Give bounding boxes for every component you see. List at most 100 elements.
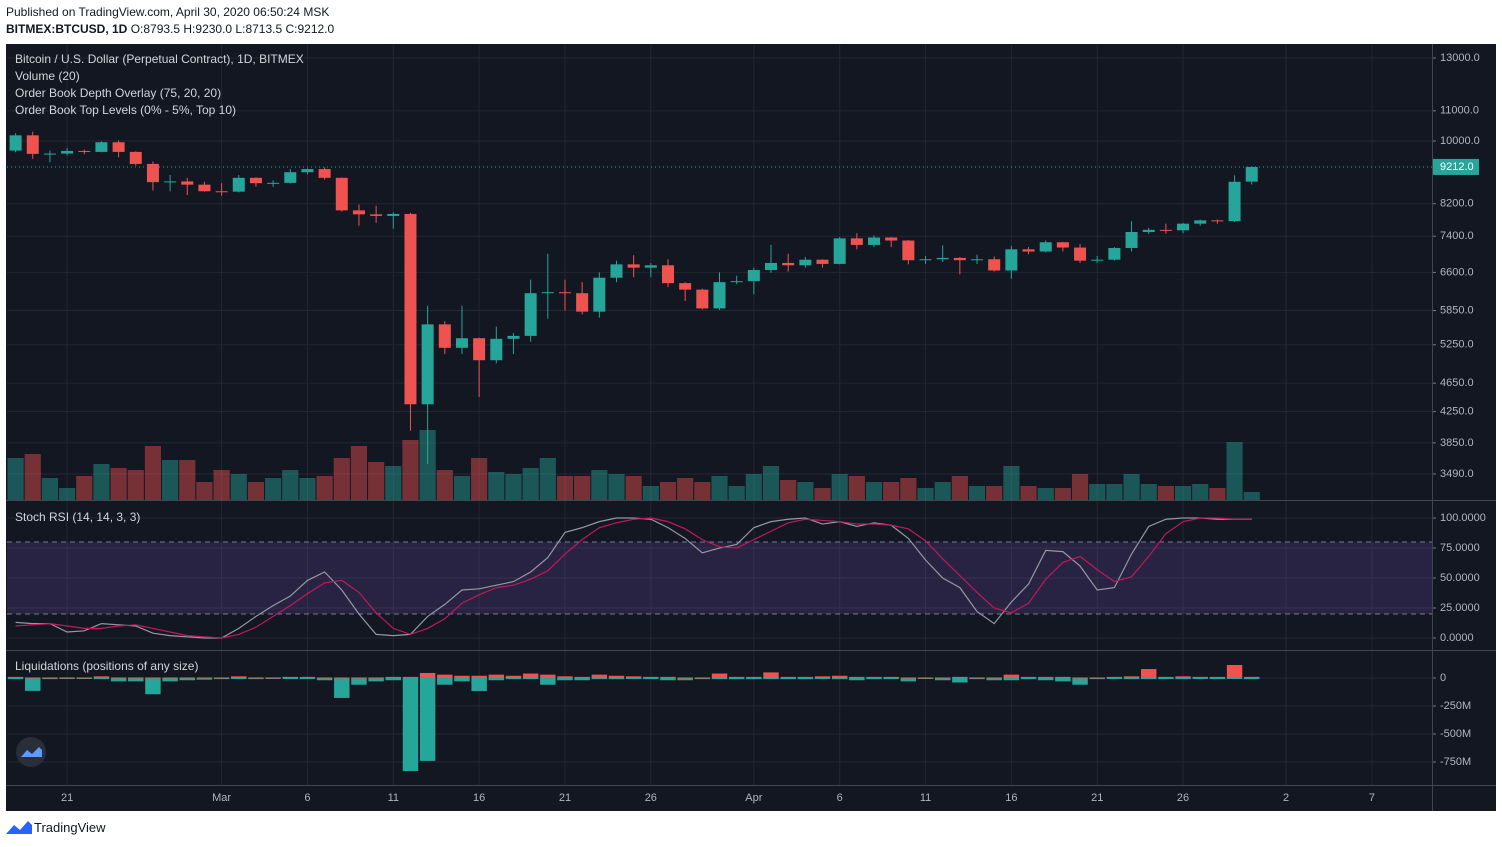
liquidation-bar (591, 678, 608, 680)
liquidation-bar (334, 678, 350, 698)
candle-body (971, 259, 984, 261)
liquidation-bar (1192, 678, 1208, 680)
liquidation-bar (1106, 678, 1123, 680)
volume-bar (196, 482, 213, 500)
volume-bar (127, 470, 144, 500)
candle-body (455, 338, 468, 348)
y-tick-label: 11000.0 (1440, 105, 1479, 117)
candle-body (490, 338, 503, 361)
volume-bar (814, 488, 831, 500)
volume-bar (1089, 484, 1106, 500)
candle-body (318, 169, 331, 178)
volume-bar (350, 446, 368, 500)
liquidation-bar (76, 678, 92, 680)
x-tick-label: 26 (1177, 792, 1189, 804)
liquidation-bar (351, 677, 367, 679)
liquidation-bar (1175, 676, 1191, 679)
liquidation-bar (196, 677, 213, 679)
candle-body (644, 265, 657, 268)
volume-bar (1174, 486, 1192, 500)
y-tick-label: -750M (1440, 756, 1471, 768)
candle-body (146, 163, 159, 183)
candle-body (868, 237, 881, 245)
liquidation-bar (728, 678, 745, 680)
volume-bar (93, 464, 110, 500)
volume-bar (488, 472, 505, 500)
liquidation-bar (1244, 676, 1260, 679)
volume-bar (385, 466, 402, 500)
y-tick-label: 10000.0 (1440, 135, 1480, 147)
liquidation-bar (1123, 676, 1140, 679)
liquidation-bar (934, 678, 951, 681)
liquidation-bar (660, 676, 676, 679)
candle-body (473, 338, 486, 361)
candle-body (661, 265, 675, 284)
liquidation-bar (316, 677, 333, 679)
stoch-line (15, 517, 1252, 639)
liquidation-bar (1209, 678, 1226, 680)
candle-body (438, 324, 451, 348)
candle-body (747, 270, 760, 282)
liquidation-bar (454, 678, 470, 682)
liquidation-bar (1140, 678, 1157, 680)
candle-body (936, 257, 949, 260)
liquidation-bar (110, 678, 127, 682)
y-tick-label: 50.0000 (1440, 572, 1480, 584)
liquidation-bar (471, 675, 487, 679)
liquidation-bar (368, 678, 384, 682)
candle-body (1228, 181, 1241, 222)
volume-bar (968, 486, 986, 500)
y-tick-label: 5850.0 (1440, 304, 1474, 316)
volume-bar (1192, 484, 1209, 500)
liquidation-bar (1226, 678, 1243, 680)
liquidation-bar (162, 678, 178, 682)
volume-bar (419, 430, 436, 500)
liquidation-bar (883, 676, 899, 679)
volume-bar (865, 482, 883, 500)
volume-bar (900, 478, 917, 500)
candle-body (181, 181, 194, 185)
volume-bar (299, 478, 316, 500)
volume-bar (179, 460, 196, 500)
liquidation-bar (814, 678, 831, 680)
volume-bar (539, 458, 556, 500)
liquidation-bar (248, 678, 264, 680)
liquidation-bar (1037, 676, 1054, 679)
footer-logo (6, 821, 32, 834)
liquidation-bar (1020, 676, 1037, 679)
candle-body (1108, 247, 1121, 260)
liquidation-bar (488, 674, 505, 679)
volume-bar (1020, 486, 1037, 500)
liquidation-bar (1003, 678, 1020, 681)
volume-bar (1140, 484, 1157, 500)
liquidation-bar (866, 678, 882, 680)
liquidation-bar (1226, 665, 1243, 679)
liquidation-bar (728, 676, 745, 679)
liquidation-bar (522, 673, 539, 679)
candle-body (284, 172, 297, 183)
candle-body (26, 135, 39, 154)
candle-body (43, 153, 56, 155)
last-price-label: 9212.0 (1440, 161, 1474, 173)
x-tick-label: 11 (920, 792, 931, 804)
x-tick-label: 6 (837, 792, 843, 804)
candle-body (215, 191, 228, 193)
liquidation-bar (694, 678, 711, 680)
volume-bar (608, 474, 625, 500)
footer-logo-mark (6, 821, 32, 834)
liquidation-bar (711, 673, 728, 679)
liquidation-bar (1037, 678, 1054, 681)
volume-bar (24, 454, 41, 500)
liquidation-bar (437, 678, 453, 685)
liquidation-bar (969, 677, 985, 679)
liquidation-bar (93, 678, 110, 680)
volume-bar (333, 458, 350, 500)
symbol-line: BITMEX:BTCUSD, 1D O:8793.5 H:9230.0 L:87… (6, 21, 334, 38)
liquidation-bar (1055, 678, 1071, 682)
liquidation-bar (522, 678, 539, 680)
volume-bar (76, 476, 93, 500)
volume-bar (986, 486, 1003, 500)
published: Published on TradingView.com, April 30, … (6, 5, 330, 19)
liquidation-bar (643, 676, 659, 679)
liquidation-bar (746, 676, 762, 679)
